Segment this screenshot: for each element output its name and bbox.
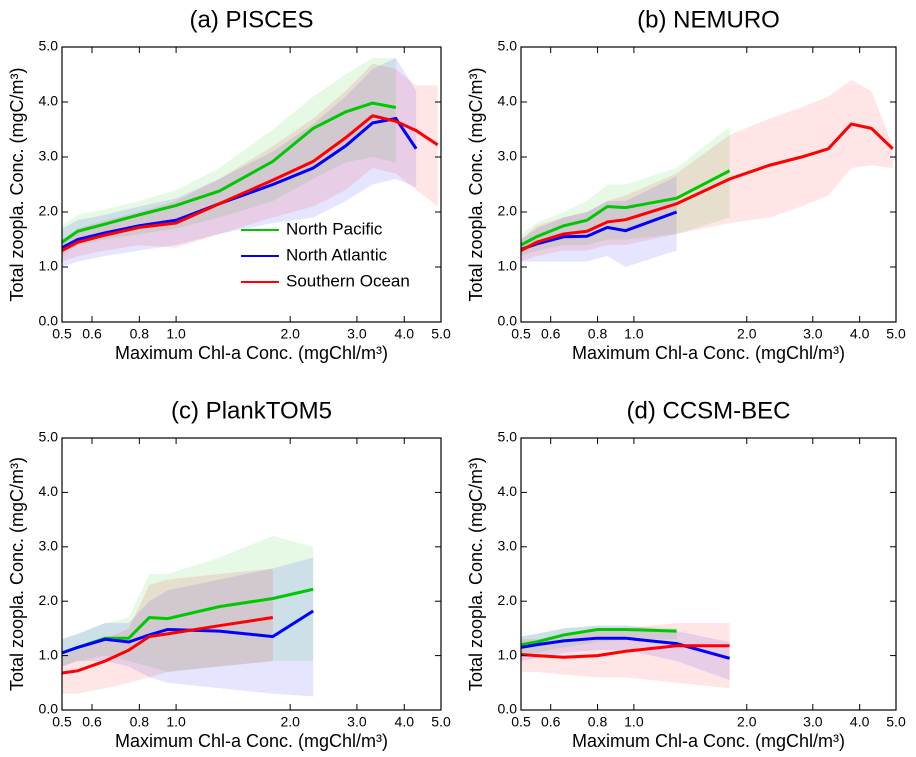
y-axis-label: Total zoopla. Conc. (mgC/m³) <box>7 67 27 301</box>
legend-label: Southern Ocean <box>286 271 410 290</box>
y-tick-label: 4.0 <box>39 93 59 109</box>
plot-frame <box>61 46 442 323</box>
y-tick-label: 1.0 <box>39 258 59 274</box>
x-tick-label: 0.5 <box>511 326 531 342</box>
range-band <box>62 58 396 256</box>
series-line <box>520 169 731 247</box>
x-tick-label: 5.0 <box>431 714 451 730</box>
plot-frame <box>61 437 442 711</box>
panel: 0.5 0.6 0.8 1.0 2.0 3.0 4.0 5.0 0.0 1.0 2.0 3.0 4.0 5… <box>466 6 906 362</box>
x-tick-label: 1.0 <box>166 326 186 342</box>
x-tick-label: 0.6 <box>82 714 102 730</box>
y-tick-label: 5.0 <box>39 38 59 54</box>
x-tick-label: 2.0 <box>737 714 757 730</box>
x-tick-label: 0.6 <box>82 326 102 342</box>
x-axis-label: Maximum Chl-a Conc. (mgChl/m³) <box>572 731 845 751</box>
y-tick-label: 0.0 <box>39 313 59 329</box>
chart-title: (c) PlankTOM5 <box>171 397 332 424</box>
series-line <box>61 616 274 675</box>
y-tick-label: 1.0 <box>498 258 518 274</box>
x-tick-label: 3.0 <box>803 326 823 342</box>
series-line <box>61 114 439 252</box>
y-tick-label: 2.0 <box>498 203 518 219</box>
y-tick-label: 4.0 <box>498 93 518 109</box>
y-tick-label: 3.0 <box>39 538 59 554</box>
y-tick-label: 0.0 <box>39 701 59 717</box>
panel: 0.5 0.6 0.8 1.0 2.0 3.0 4.0 5.0 0.0 1.0 2.0 3.0 4.0 5… <box>7 397 451 750</box>
y-tick-label: 2.0 <box>39 592 59 608</box>
series-line <box>520 636 731 660</box>
panel: 0.5 0.6 0.8 1.0 2.0 3.0 4.0 5.0 0.0 1.0 2.0 3.0 4.0 5… <box>7 6 451 362</box>
legend-label: North Atlantic <box>286 245 388 264</box>
y-tick-label: 1.0 <box>498 646 518 662</box>
panel: 0.5 0.6 0.8 1.0 2.0 3.0 4.0 5.0 0.0 1.0 2.0 3.0 4.0 5… <box>466 397 906 750</box>
series-line <box>61 609 314 655</box>
x-tick-label: 0.8 <box>130 714 150 730</box>
x-tick-label: 5.0 <box>431 326 451 342</box>
x-tick-label: 4.0 <box>850 714 870 730</box>
plot-frame <box>520 437 897 711</box>
legend-label: North Pacific <box>286 219 383 238</box>
chart-title: (a) PISCES <box>189 6 313 33</box>
y-tick-label: 1.0 <box>39 646 59 662</box>
chart-title: (b) NEMURO <box>637 6 780 33</box>
range-band <box>521 80 893 262</box>
x-tick-label: 1.0 <box>166 714 186 730</box>
y-tick-label: 3.0 <box>498 538 518 554</box>
x-axis-label: Maximum Chl-a Conc. (mgChl/m³) <box>572 343 845 363</box>
x-tick-label: 4.0 <box>850 326 870 342</box>
x-tick-label: 0.8 <box>588 326 608 342</box>
x-tick-label: 5.0 <box>886 714 906 730</box>
x-tick-label: 0.8 <box>588 714 608 730</box>
x-tick-label: 2.0 <box>737 326 757 342</box>
series-line <box>520 122 894 252</box>
x-tick-label: 3.0 <box>803 714 823 730</box>
x-tick-label: 0.8 <box>130 326 150 342</box>
y-axis-label: Total zoopla. Conc. (mgC/m³) <box>7 457 27 691</box>
y-tick-label: 5.0 <box>498 429 518 445</box>
series-line <box>520 644 730 659</box>
y-tick-label: 5.0 <box>498 38 518 54</box>
series-line <box>520 627 677 647</box>
y-tick-label: 4.0 <box>39 483 59 499</box>
x-tick-label: 5.0 <box>886 326 906 342</box>
x-tick-label: 4.0 <box>395 714 415 730</box>
y-tick-label: 3.0 <box>498 148 518 164</box>
y-tick-label: 5.0 <box>39 429 59 445</box>
x-tick-label: 0.6 <box>541 714 561 730</box>
y-tick-label: 0.0 <box>498 701 518 717</box>
x-tick-label: 0.5 <box>511 714 531 730</box>
range-band <box>521 176 677 267</box>
chart-title: (d) CCSM-BEC <box>626 397 790 424</box>
y-axis-label: Total zoopla. Conc. (mgC/m³) <box>466 67 486 301</box>
x-tick-label: 2.0 <box>280 714 300 730</box>
y-tick-label: 2.0 <box>39 203 59 219</box>
range-band <box>62 557 314 697</box>
y-tick-label: 2.0 <box>498 592 518 608</box>
x-tick-label: 1.0 <box>624 326 644 342</box>
x-tick-label: 0.5 <box>52 714 72 730</box>
x-tick-label: 3.0 <box>347 714 367 730</box>
x-tick-label: 0.6 <box>541 326 561 342</box>
x-tick-label: 4.0 <box>395 326 415 342</box>
series-line <box>61 101 397 244</box>
x-axis-label: Maximum Chl-a Conc. (mgChl/m³) <box>115 343 388 363</box>
range-band <box>62 58 417 267</box>
y-tick-label: 3.0 <box>39 148 59 164</box>
x-tick-label: 0.5 <box>52 326 72 342</box>
y-axis-label: Total zoopla. Conc. (mgC/m³) <box>466 457 486 691</box>
series-line <box>61 116 418 250</box>
x-tick-label: 1.0 <box>624 714 644 730</box>
plot-frame <box>520 46 897 323</box>
y-tick-label: 4.0 <box>498 483 518 499</box>
range-band <box>521 625 677 656</box>
y-tick-label: 0.0 <box>498 313 518 329</box>
x-axis-label: Maximum Chl-a Conc. (mgChl/m³) <box>115 731 388 751</box>
x-tick-label: 2.0 <box>280 326 300 342</box>
x-tick-label: 3.0 <box>347 326 367 342</box>
